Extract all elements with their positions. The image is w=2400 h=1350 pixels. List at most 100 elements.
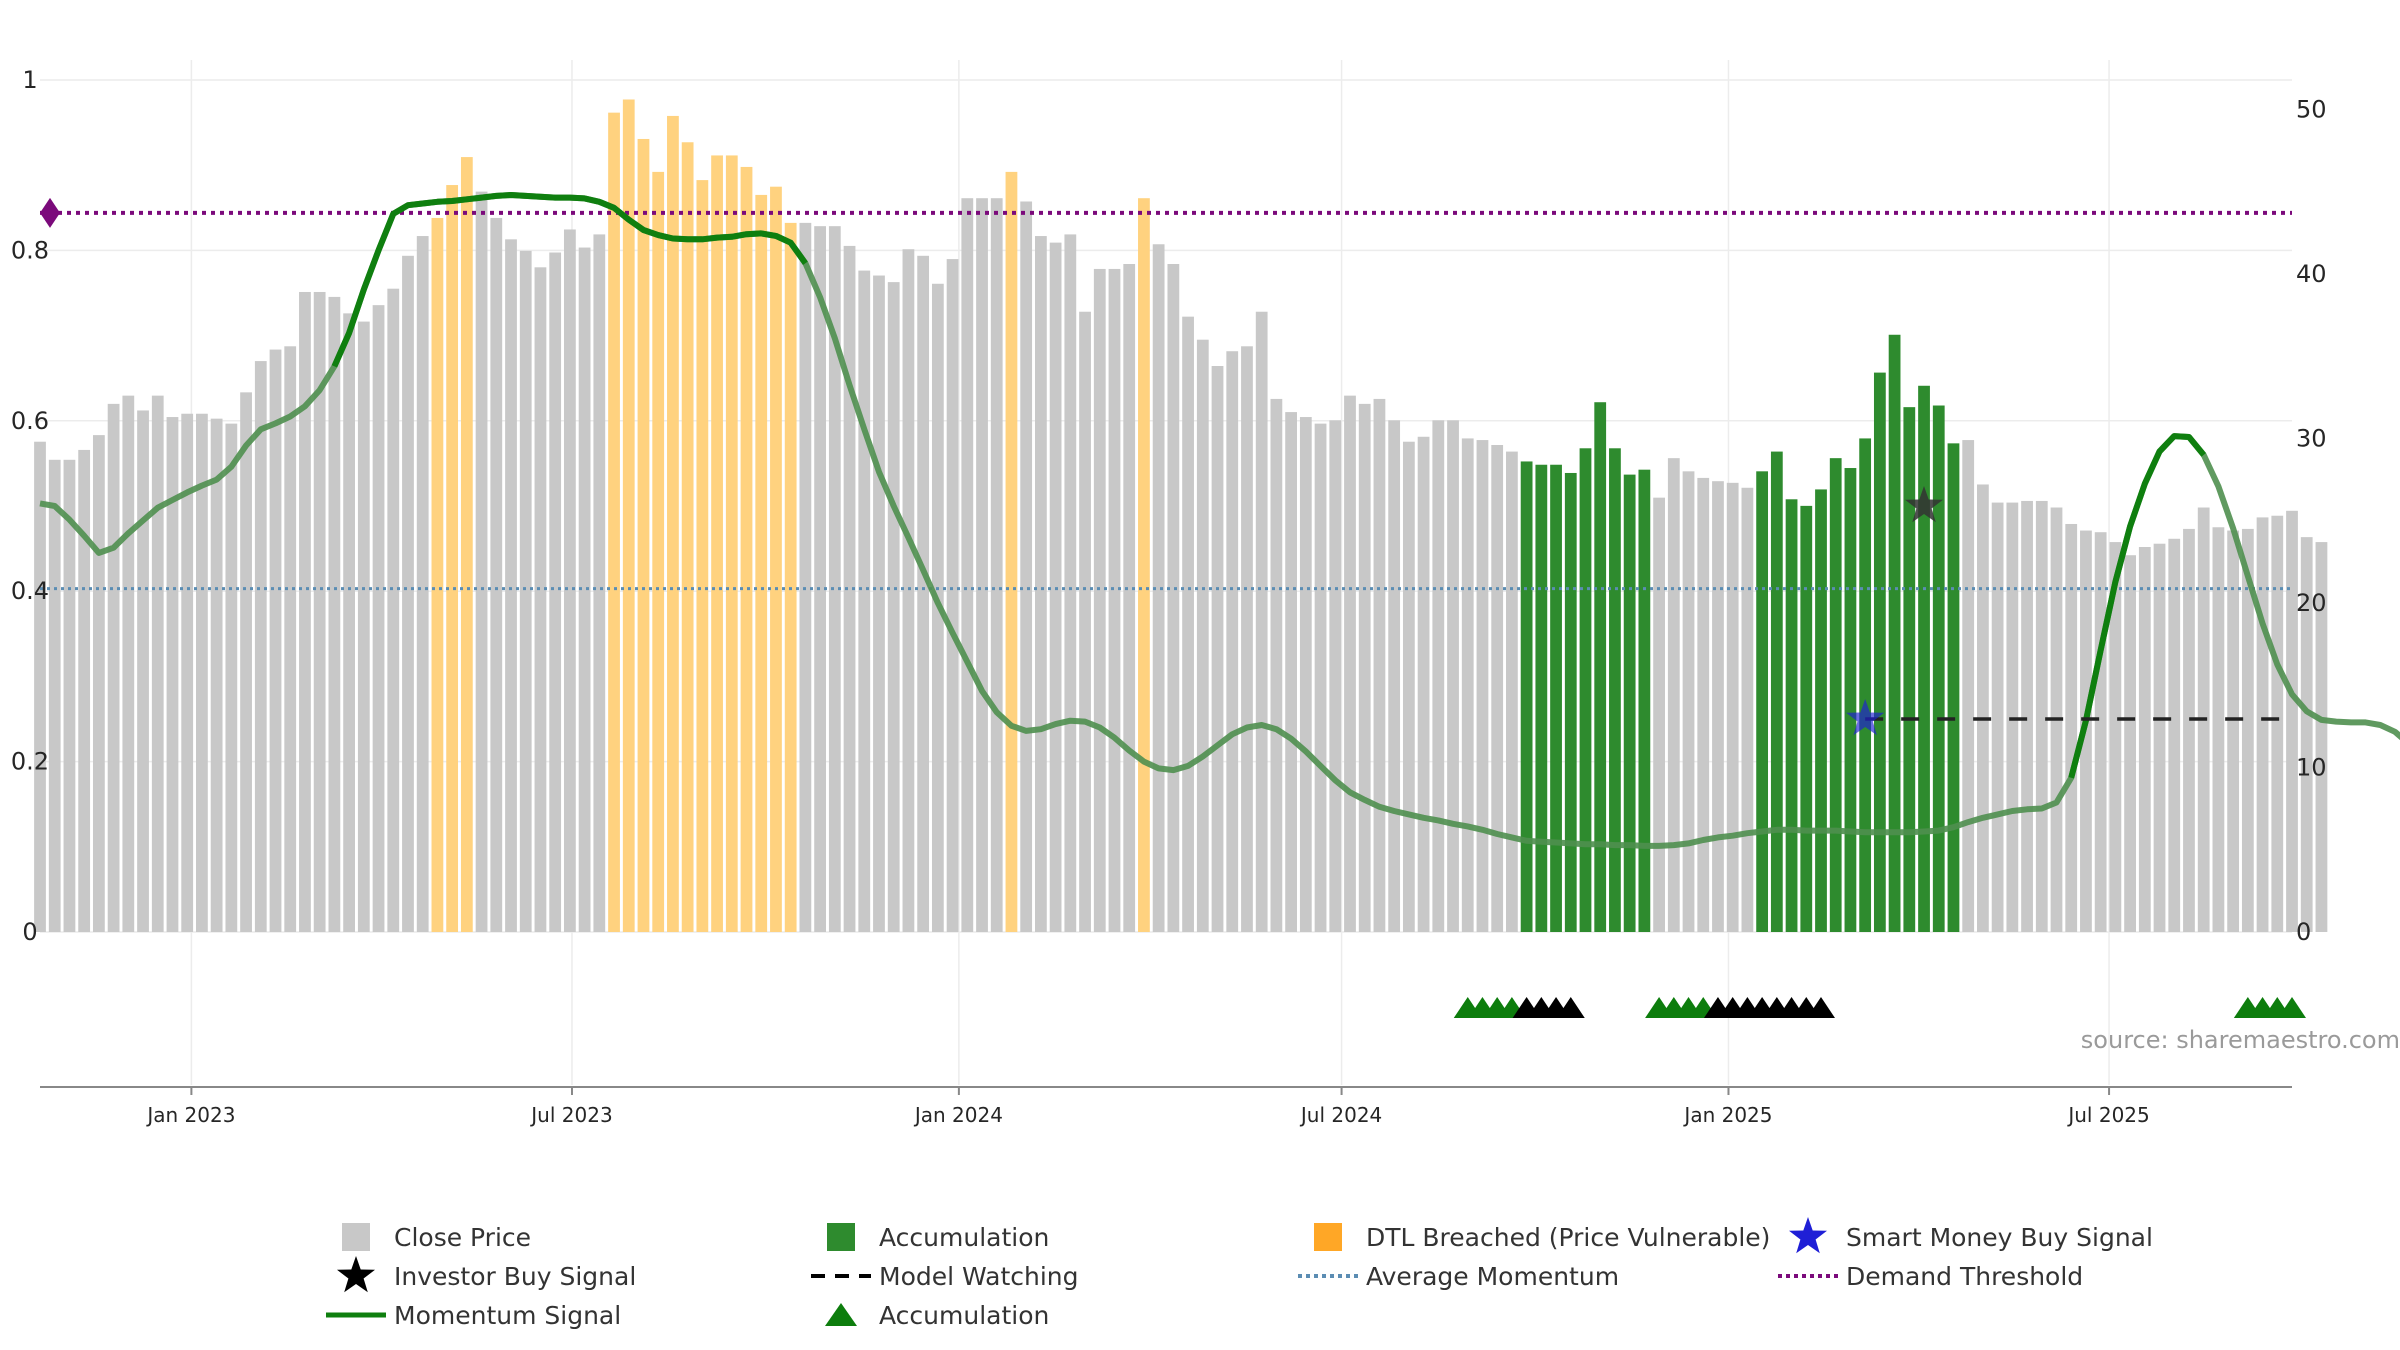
legend-label: Momentum Signal: [394, 1301, 621, 1330]
accumulation-bar: [1770, 451, 1783, 932]
close-price-bar: [1241, 346, 1253, 932]
accumulation-bar: [1623, 474, 1636, 932]
price-bars: [34, 99, 2328, 933]
legend-label: DTL Breached (Price Vulnerable): [1366, 1223, 1770, 1252]
close-price-bar: [166, 417, 179, 932]
close-price-bar: [1447, 420, 1459, 932]
legend-item: Close Price: [342, 1223, 531, 1252]
dtl-breached-bar: [431, 217, 444, 932]
close-price-bar: [1962, 440, 1975, 932]
dtl-breached-bar: [622, 99, 635, 933]
legend-label: Model Watching: [879, 1262, 1079, 1291]
close-price-bar: [2241, 528, 2254, 932]
close-price-bar: [2227, 530, 2240, 932]
dtl-breached-bar: [725, 155, 738, 932]
x-axis-tick-label: Jul 2024: [1299, 1103, 1382, 1127]
close-price-bar: [1682, 471, 1695, 932]
accumulation-bar: [1594, 402, 1607, 933]
close-price-bar: [2138, 547, 2151, 932]
accumulation-bar: [1609, 448, 1621, 932]
close-price-bar: [1653, 497, 1665, 932]
right-axis-tick-label: 50: [2296, 95, 2327, 123]
right-axis-tick-label: 10: [2296, 753, 2327, 781]
dtl-breached-bar: [711, 155, 723, 932]
legend-label: Close Price: [394, 1223, 531, 1252]
close-price-bar: [269, 349, 282, 932]
momentum-signal-strong-segment: [2068, 433, 2207, 779]
legend-item: Average Momentum: [1298, 1262, 1619, 1291]
dtl-breached-bar: [696, 180, 709, 933]
x-axis-tick-label: Jan 2024: [913, 1103, 1003, 1127]
dtl-breached-bar: [1005, 171, 1018, 932]
close-price-bar: [1977, 484, 1989, 932]
close-price-bar: [1461, 438, 1474, 932]
close-price-bar: [34, 441, 46, 932]
close-price-bar: [1344, 395, 1356, 932]
indicator-lines: [39, 192, 2400, 849]
accumulation-bar: [1859, 438, 1872, 932]
close-price-bar: [313, 291, 326, 933]
close-price-bar: [1226, 351, 1239, 933]
close-price-bar: [2256, 517, 2269, 932]
close-price-bar: [1079, 311, 1091, 933]
legend-label: Demand Threshold: [1846, 1262, 2083, 1291]
close-price-bar: [2300, 537, 2313, 932]
close-price-bar: [990, 198, 1003, 932]
accumulation-bar: [1815, 489, 1827, 932]
dtl-breached-bar: [740, 166, 753, 932]
dtl-breached-bar: [667, 115, 679, 932]
close-price-bar: [1476, 440, 1489, 932]
legend-star-icon: [337, 1256, 375, 1293]
dtl-breached-bar: [1138, 198, 1150, 932]
legend-label: Accumulation: [879, 1301, 1049, 1330]
close-price-bar: [107, 403, 120, 932]
close-price-bar: [1285, 412, 1297, 933]
close-price-bar: [578, 247, 591, 932]
x-axis-tick-label: Jul 2025: [2066, 1103, 2149, 1127]
legend-label: Average Momentum: [1366, 1262, 1619, 1291]
signal-marker: [1556, 997, 1585, 1018]
close-price-bar: [1506, 451, 1518, 932]
right-axis-tick-label: 20: [2296, 589, 2327, 617]
close-price-bar: [2315, 542, 2328, 932]
close-price-bar: [1432, 420, 1445, 932]
right-axis-tick-label: 40: [2296, 260, 2327, 288]
accumulation-bar: [1947, 443, 1960, 932]
close-price-bar: [1123, 264, 1136, 932]
close-price-bar: [1167, 264, 1180, 932]
legend: Close Price Accumulation DTL Breached (Pri…: [326, 1217, 2153, 1330]
dtl-breached-bar: [755, 194, 768, 932]
close-price-bar: [1417, 436, 1430, 932]
legend-label: Accumulation: [879, 1223, 1049, 1252]
close-price-bar: [814, 226, 826, 933]
dtl-breached-bar: [681, 142, 694, 932]
close-price-bar: [63, 459, 76, 932]
close-price-bar: [1388, 420, 1401, 932]
x-axis-tick-label: Jul 2023: [529, 1103, 612, 1127]
close-price-bar: [1035, 236, 1047, 933]
investor-buy-signal-star: [1905, 486, 1943, 523]
close-price-bar: [1712, 481, 1724, 932]
close-price-bar: [2124, 555, 2136, 932]
close-price-bar: [519, 250, 532, 933]
right-axis-tick-label: 0: [2296, 918, 2311, 946]
accumulation-bar: [1932, 405, 1945, 932]
accumulation-bar: [1903, 407, 1916, 932]
close-price-bar: [2094, 532, 2107, 932]
close-price-bar: [1726, 482, 1739, 932]
close-price-bar: [2021, 500, 2033, 932]
close-price-bar: [593, 234, 606, 932]
legend-item: DTL Breached (Price Vulnerable): [1314, 1223, 1770, 1252]
legend-square-icon: [827, 1223, 855, 1251]
close-price-bar: [961, 198, 974, 932]
legend-square-icon: [1314, 1223, 1342, 1251]
close-price-bar: [1667, 458, 1680, 932]
close-price-bar: [254, 361, 267, 933]
close-price-bar: [2035, 500, 2048, 932]
accumulation-marker: [2278, 997, 2306, 1018]
legend-item: Smart Money Buy Signal: [1789, 1217, 2153, 1254]
close-price-bar: [2212, 527, 2225, 932]
dtl-breached-bar: [608, 112, 620, 932]
close-price-bar: [181, 413, 194, 932]
close-price-bar: [1211, 366, 1224, 932]
